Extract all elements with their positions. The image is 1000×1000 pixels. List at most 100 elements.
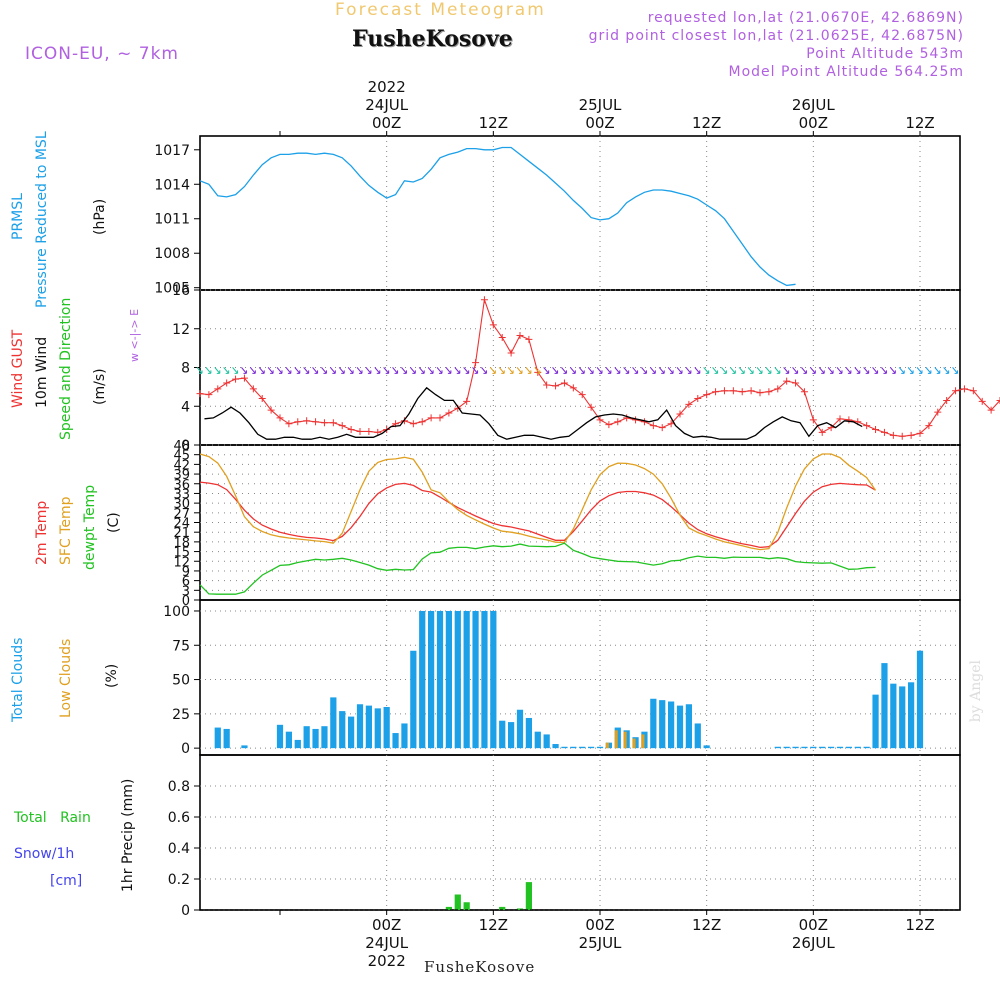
ytick-label-temp: 12	[173, 555, 190, 570]
total-cloud-bar	[694, 723, 701, 749]
gust-point	[676, 410, 684, 418]
gust-point	[960, 385, 968, 393]
gust-point	[943, 396, 951, 404]
rain-bar	[499, 906, 506, 910]
gust-point	[267, 406, 275, 414]
gust-point	[880, 428, 888, 436]
gust-point	[480, 296, 488, 304]
panel-frame-pressure	[199, 135, 961, 291]
ytick-label-temp: 39	[173, 468, 190, 483]
total-cloud-bar	[579, 746, 586, 749]
wind-direction-arrow	[774, 367, 781, 374]
gust-point	[205, 391, 213, 399]
wind-direction-arrow	[632, 367, 639, 374]
total-cloud-bar	[481, 610, 488, 749]
chart-title: Forecast Meteogram	[335, 0, 546, 20]
gust-point	[258, 395, 266, 402]
total-rain-label: Total Rain	[14, 810, 91, 826]
gust-point	[800, 388, 808, 396]
gust-point	[418, 418, 426, 426]
rain-label: Rain	[60, 810, 91, 826]
top-time-label: 00Z	[585, 114, 614, 132]
total-cloud-bar	[810, 746, 817, 749]
gust-point	[285, 420, 293, 428]
wind-direction-arrow	[916, 367, 923, 374]
ytick-label-temp: 21	[173, 526, 190, 541]
total-cloud-bar	[285, 731, 292, 749]
ytick-label-temp: 45	[173, 449, 190, 464]
wind-direction-arrow	[249, 367, 256, 374]
wind-direction-arrow	[827, 367, 834, 374]
total-cloud-bar	[605, 742, 612, 749]
ytick-label-temp: 18	[173, 536, 190, 551]
gust-point	[872, 426, 880, 433]
total-cloud-bar	[383, 706, 390, 749]
wind-direction-arrow	[889, 367, 896, 374]
gust-point	[365, 427, 373, 435]
total-cloud-bar	[783, 746, 790, 749]
total-cloud-bar	[463, 610, 470, 749]
gust-point	[774, 385, 782, 393]
total-cloud-bar	[836, 746, 844, 749]
bottom-time-label: 26JUL	[792, 934, 835, 952]
wind-direction-arrow	[329, 367, 336, 374]
wind-direction-arrow	[943, 367, 950, 374]
wind-direction-arrow	[818, 367, 825, 374]
total-cloud-bar	[525, 717, 532, 749]
wind-direction-arrow	[569, 367, 576, 374]
total-cloud-bar	[916, 650, 924, 749]
total-cloud-bar	[659, 700, 666, 749]
gust-point	[889, 431, 897, 439]
wind-direction-arrow	[312, 367, 319, 374]
rain-bar	[445, 906, 452, 910]
gust-point	[312, 418, 320, 426]
total-cloud-bar	[312, 728, 319, 749]
wind-direction-arrow	[374, 367, 381, 374]
low-cloud-bar	[641, 734, 645, 749]
total-cloud-bar	[454, 610, 461, 749]
gust-point	[978, 397, 986, 405]
total-cloud-bar	[792, 746, 799, 749]
gust-point	[223, 379, 231, 387]
wind-direction-arrow	[801, 367, 807, 374]
rain-bar	[454, 894, 461, 910]
gust-point	[916, 429, 924, 437]
total-cloud-bar	[685, 704, 692, 749]
wind-direction-arrow	[792, 367, 799, 374]
ytick-label-temp: 48	[173, 439, 190, 454]
gust-point	[329, 419, 337, 427]
low-cloud-bar	[614, 730, 618, 749]
wind-direction-arrow	[303, 367, 310, 374]
bottom-time-label: 2022	[368, 952, 406, 970]
wind-direction-arrow	[418, 367, 425, 374]
footer-station: FusheKosove	[424, 958, 536, 976]
total-cloud-bar	[676, 705, 684, 749]
wind-direction-arrow	[721, 367, 727, 374]
bottom-time-label: 00Z	[585, 916, 614, 934]
wind-direction-arrow	[809, 367, 816, 374]
gust-point	[463, 397, 471, 405]
total-cloud-bar	[356, 704, 364, 749]
wind-direction-arrow	[401, 367, 407, 374]
wind-direction-arrow	[703, 367, 710, 374]
wind-direction-arrow	[365, 367, 372, 374]
model-altitude: Model Point Altitude 564.25m	[728, 64, 964, 80]
ytick-label-cloud: 0	[181, 741, 190, 757]
total-cloud-bar	[881, 663, 888, 749]
gust-point	[614, 418, 622, 426]
gust-point	[969, 387, 977, 395]
wind-series-line	[204, 386, 863, 440]
wind-direction-arrow	[232, 367, 239, 374]
snow-unit: [cm]	[50, 873, 83, 889]
wind-direction-arrow	[872, 367, 879, 374]
total-cloud-bar	[428, 610, 435, 749]
wind-direction-arrow	[863, 367, 870, 374]
gust-point	[694, 395, 702, 402]
gust-point	[276, 414, 284, 422]
ytick-label-temp: 33	[173, 487, 190, 502]
wind-direction-arrow	[516, 367, 523, 374]
wind-direction-arrow	[783, 367, 790, 374]
gust-point	[836, 415, 844, 423]
wind-direction-arrow	[454, 367, 461, 374]
low-cloud-bar	[623, 731, 627, 749]
